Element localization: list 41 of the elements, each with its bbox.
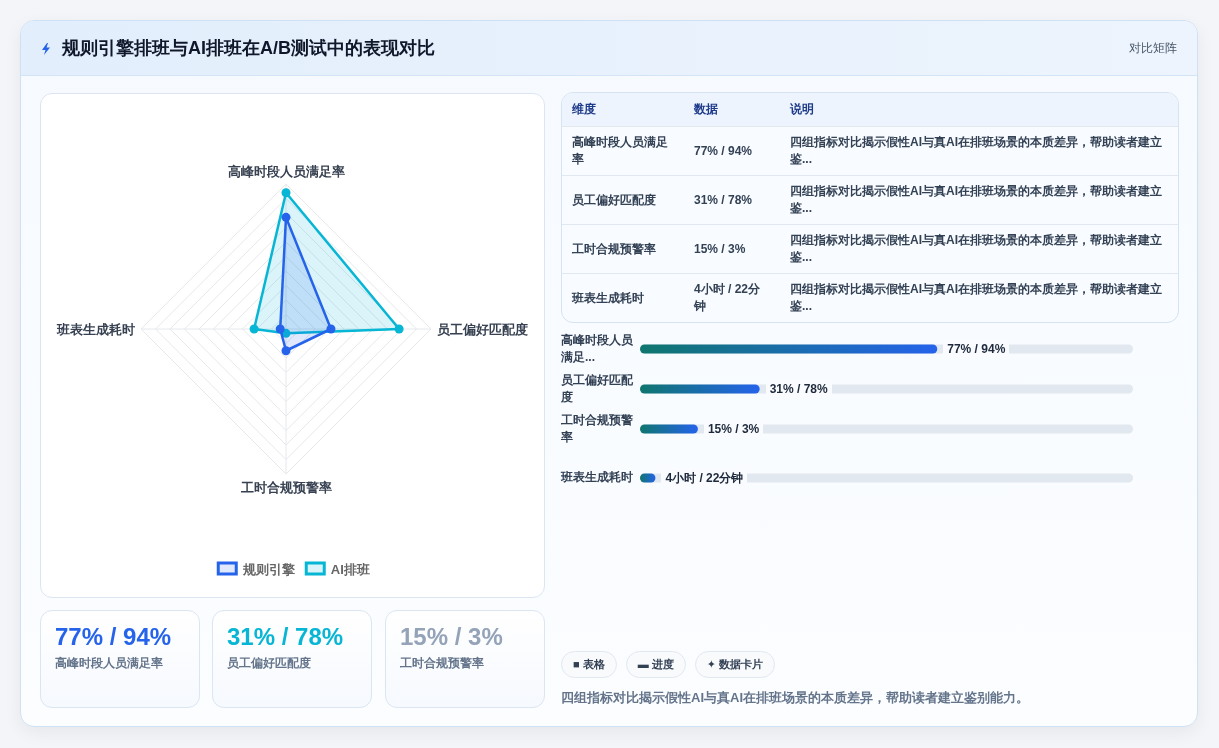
y-tick-label: 工时合规预警率 (561, 412, 634, 446)
data-label: 15% / 3% (703, 420, 764, 438)
text: 四组指标对比揭示假性AI与真AI在排班场景的本质差异，帮助读者建立鉴... (790, 134, 1163, 168)
text: 规则引擎排班与AI排班在A/B测试中的表现对比 (62, 37, 435, 60)
text: 高峰时段人员满足率 (572, 134, 669, 168)
text: ■ 表格 (561, 651, 617, 678)
text: 班表生成耗时 (572, 289, 645, 307)
text: 工时合规预警率 (400, 655, 485, 672)
spoke-label: 高峰时段人员满足率 (227, 163, 345, 179)
legend-label: AI排班 (330, 561, 370, 577)
spoke-label: 工时合规预警率 (239, 479, 332, 495)
y-tick-label: 班表生成耗时 (561, 469, 634, 486)
text: 15% / 3% (694, 240, 747, 258)
text: ✦ 数据卡片 (694, 651, 776, 678)
text: 77% / 94% (694, 142, 754, 160)
text: 四组指标对比揭示假性AI与真AI在排班场景的本质差异，帮助读者建立鉴... (790, 232, 1163, 266)
text: 员工偏好匹配度 (572, 191, 657, 209)
text: 四组指标对比揭示假性AI与真AI在排班场景的本质差异，帮助读者建立鉴... (790, 183, 1163, 217)
text: 四组指标对比揭示假性AI与真AI在排班场景的本质差异，帮助读者建立鉴... (790, 281, 1163, 315)
text: 31% / 78% (227, 623, 345, 650)
text: 员工偏好匹配度 (227, 655, 312, 672)
text: 77% / 94% (55, 623, 173, 650)
spoke-label: 员工偏好匹配度 (437, 321, 528, 337)
text: 15% / 3% (400, 623, 504, 650)
data-label: 4小时 / 22分钟 (661, 469, 748, 486)
text: ▬ 进度 (625, 651, 686, 678)
text: 对比矩阵 (1129, 40, 1177, 57)
spoke-label: 班表生成耗时 (56, 321, 135, 337)
text: 高峰时段人员满足率 (55, 655, 164, 672)
text: 31% / 78% (694, 191, 754, 209)
text: 四组指标对比揭示假性AI与真AI在排班场景的本质差异，帮助读者建立鉴别能力。 (561, 689, 1029, 707)
text: 数据 (694, 101, 719, 118)
text: 维度 (572, 101, 597, 118)
text: 说明 (790, 101, 815, 118)
data-label: 31% / 78% (765, 380, 832, 398)
legend-label: 规则引擎 (241, 561, 296, 577)
y-tick-label: 高峰时段人员满足... (561, 332, 634, 366)
data-label: 77% / 94% (943, 340, 1010, 358)
text: 工时合规预警率 (572, 240, 657, 258)
y-tick-label: 员工偏好匹配度 (561, 372, 634, 406)
text: 4小时 / 22分钟 (694, 281, 762, 315)
